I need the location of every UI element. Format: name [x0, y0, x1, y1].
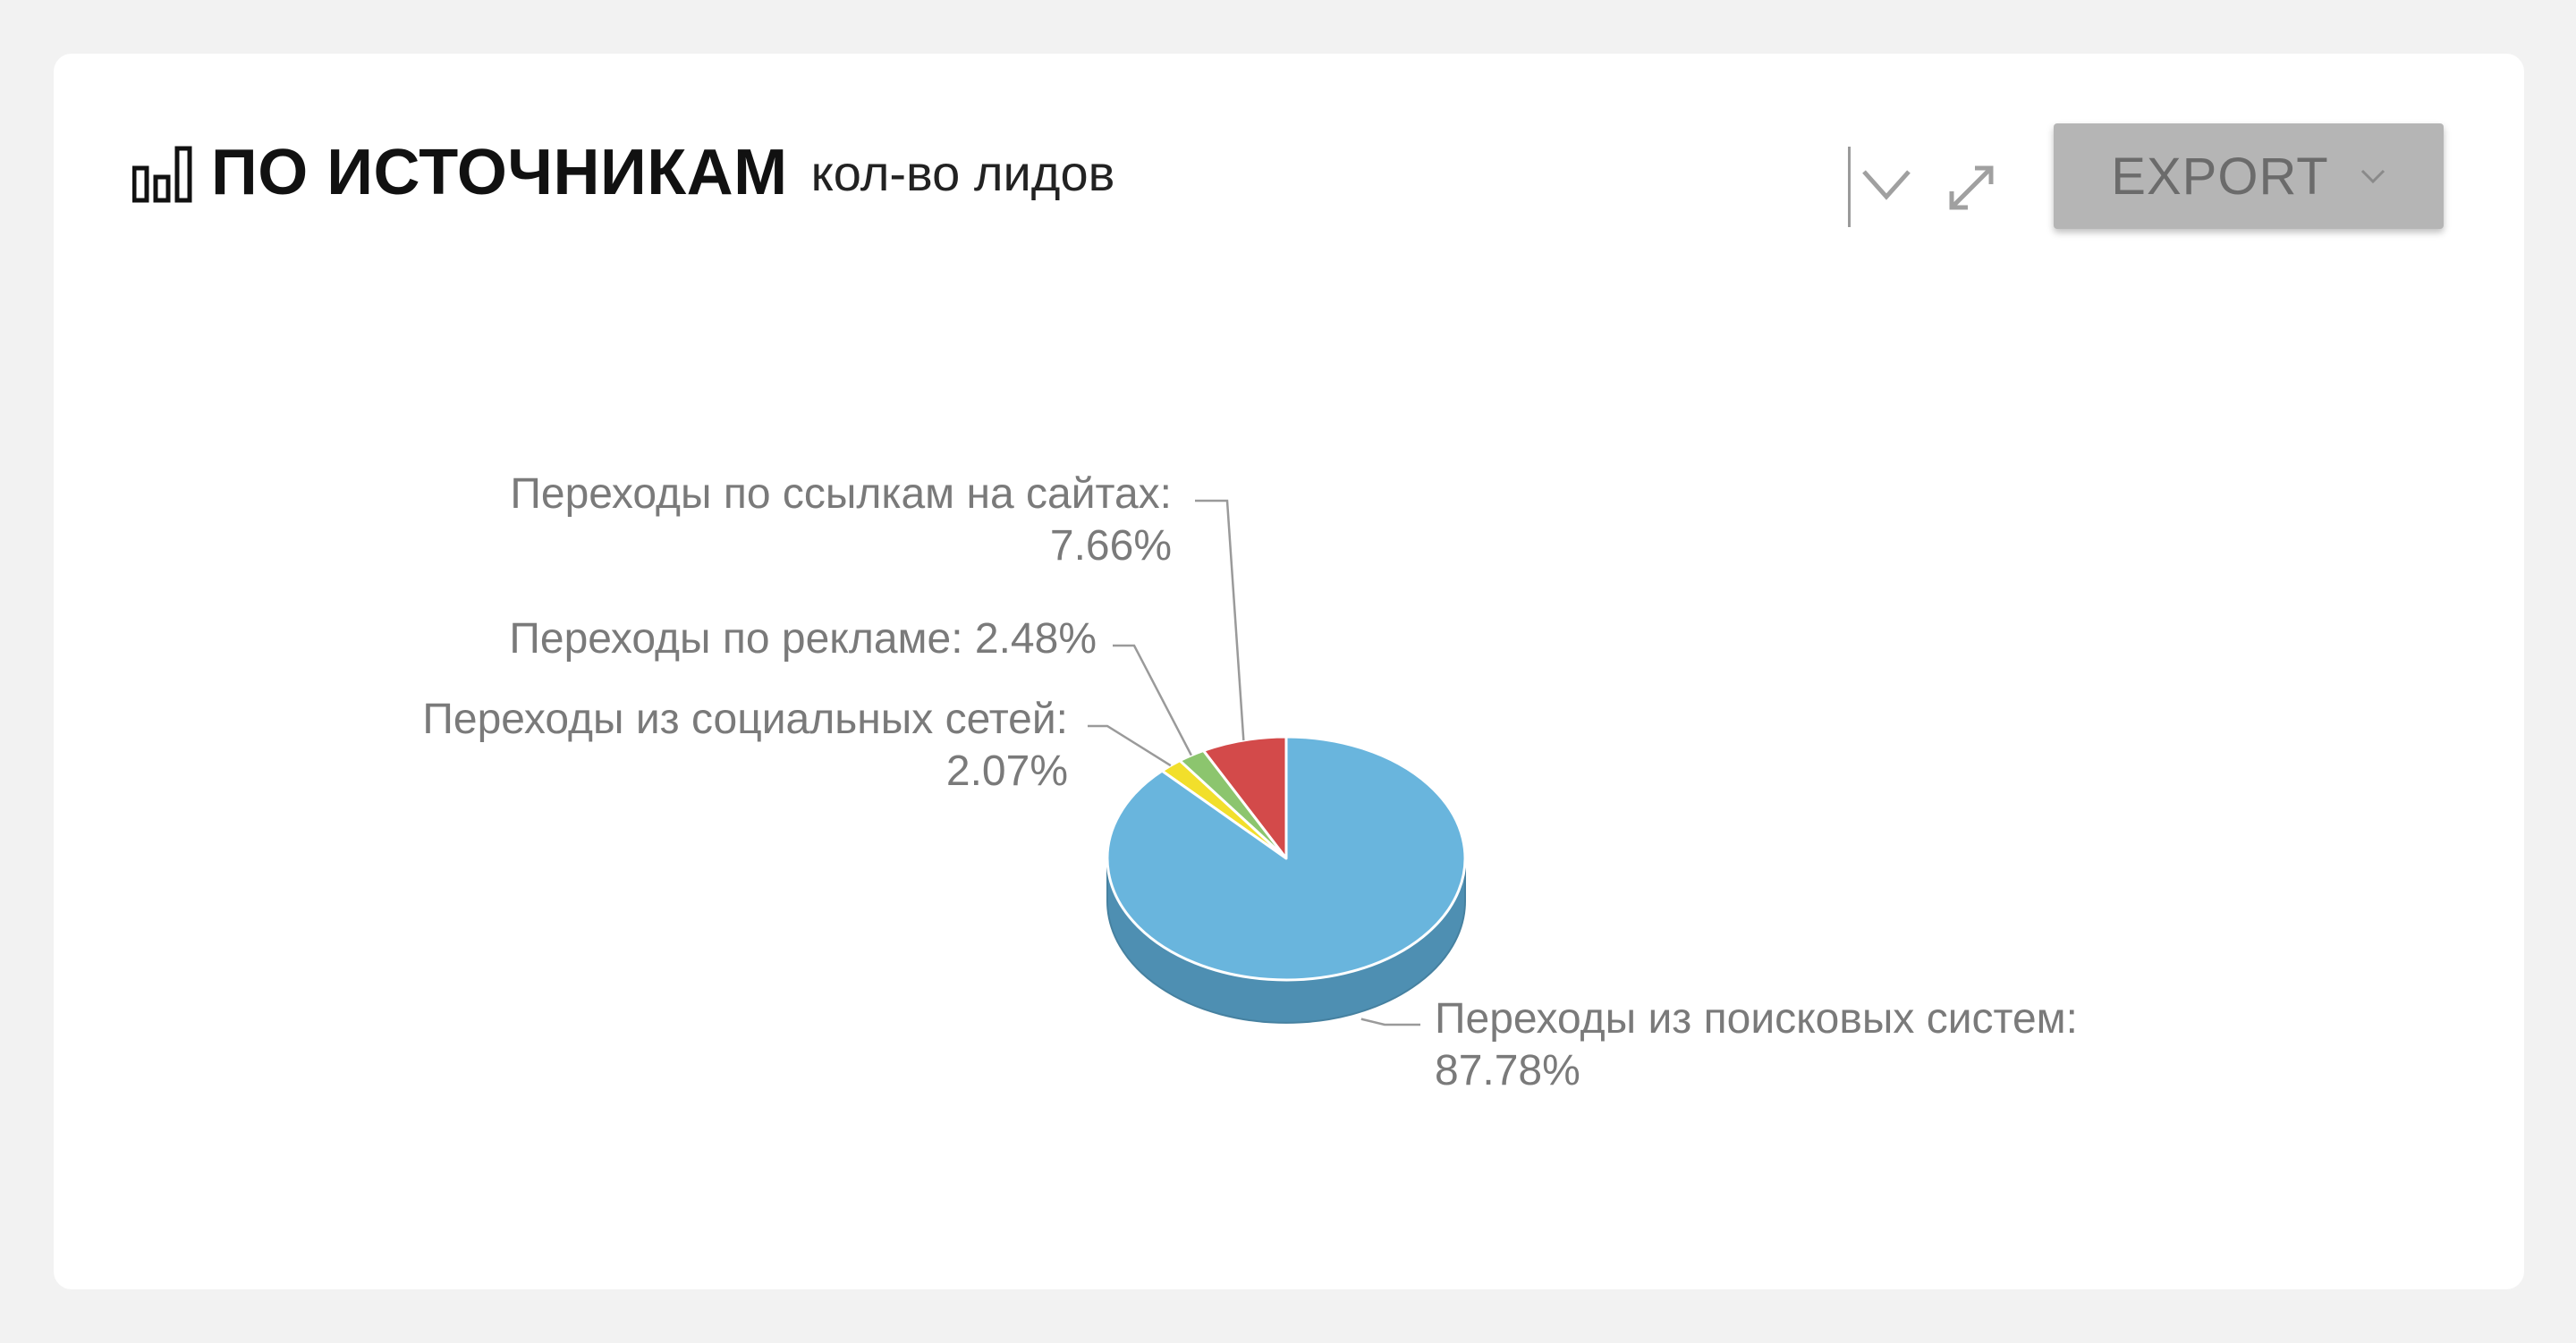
export-button[interactable]: EXPORT	[2054, 123, 2444, 229]
pie-data-label: Переходы из социальных сетей: 2.07%	[422, 696, 1068, 795]
pie-data-label: Переходы по ссылкам на сайтах: 7.66%	[510, 470, 1172, 570]
expand-icon[interactable]	[1945, 161, 1998, 215]
widget-header: ПО ИСТОЧНИКАМ кол-во лидов	[132, 132, 1114, 213]
widget-card: ПО ИСТОЧНИКАМ кол-во лидов EXPORT	[54, 54, 2524, 1289]
pie-data-label: Переходы из поисковых систем: 87.78%	[1435, 995, 2078, 1094]
pie-slice	[1201, 735, 1288, 860]
widget-tools	[1848, 147, 2009, 227]
tools-divider	[1848, 147, 1851, 227]
pie-leader-line	[1113, 644, 1192, 756]
pie-data-label: Переходы по рекламе: 2.48%	[509, 615, 1097, 663]
pie-leader-line	[1088, 724, 1172, 767]
pie-slice	[1106, 735, 1467, 982]
chevron-down-icon	[2360, 169, 2385, 184]
chevron-down-icon[interactable]	[1860, 157, 1912, 211]
pie-leader-line	[1195, 499, 1245, 741]
export-button-label: EXPORT	[2111, 147, 2329, 206]
widget-subtitle: кол-во лидов	[810, 144, 1115, 201]
pie-leader-line	[1360, 1018, 1420, 1026]
bar-chart-icon	[132, 146, 192, 203]
widget-title: ПО ИСТОЧНИКАМ	[211, 137, 788, 208]
